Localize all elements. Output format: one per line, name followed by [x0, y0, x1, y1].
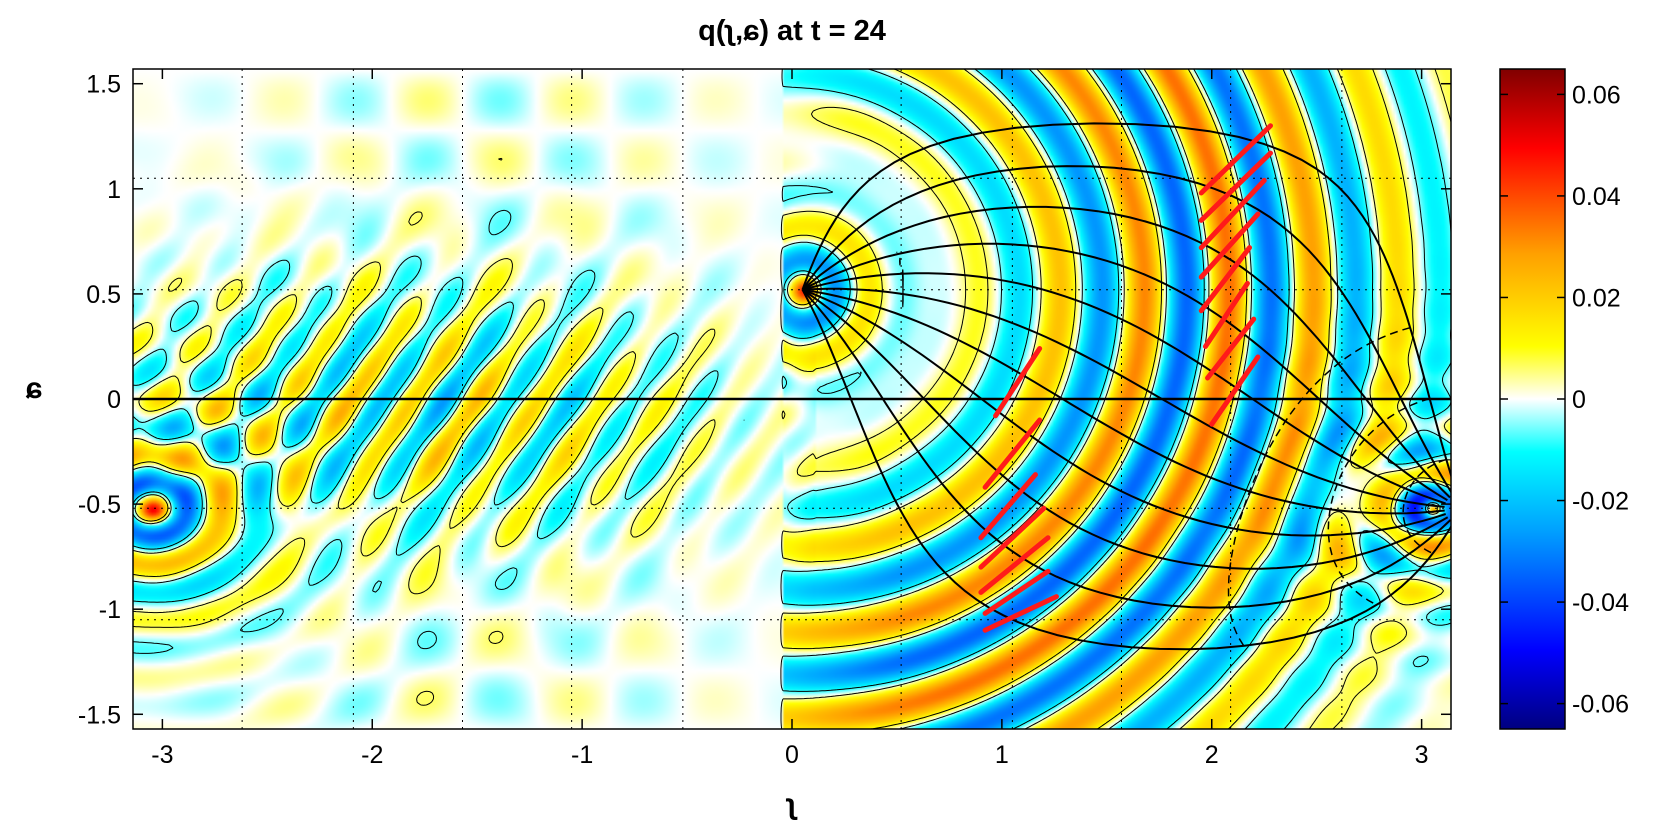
x-tick-label: -2: [361, 741, 383, 769]
y-tick-label: -0.5: [78, 491, 121, 519]
plot-area: [133, 69, 1457, 729]
colorbar-tick-label: 0.02: [1572, 284, 1621, 312]
y-tick-label: 0: [107, 386, 121, 414]
x-tick-label: 1: [995, 741, 1009, 769]
colorbar-tick-label: 0.04: [1572, 183, 1621, 211]
colorbar-tick-label: -0.02: [1572, 488, 1629, 516]
y-tick-label: 1.5: [86, 71, 121, 99]
colorbar: [1500, 69, 1565, 729]
chart-title: q(ʅ,ɕ) at t = 24: [698, 15, 886, 47]
colorbar-tick-label: 0.06: [1572, 81, 1621, 109]
y-tick-label: 0.5: [86, 281, 121, 309]
x-tick-label: 3: [1415, 741, 1429, 769]
y-axis-label: ɕ: [26, 372, 43, 405]
y-tick-label: 1: [107, 176, 121, 204]
x-tick-label: -1: [571, 741, 593, 769]
x-tick-label: 0: [785, 741, 799, 769]
x-tick-label: 2: [1205, 741, 1219, 769]
x-axis-label: ʅ: [785, 788, 798, 821]
y-tick-label: -1: [99, 596, 121, 624]
y-tick-label: -1.5: [78, 701, 121, 729]
x-tick-label: -3: [151, 741, 173, 769]
colorbar-tick-label: -0.04: [1572, 589, 1629, 617]
colorbar-tick-label: 0: [1572, 386, 1586, 414]
colorbar-tick-label: -0.06: [1572, 691, 1629, 719]
